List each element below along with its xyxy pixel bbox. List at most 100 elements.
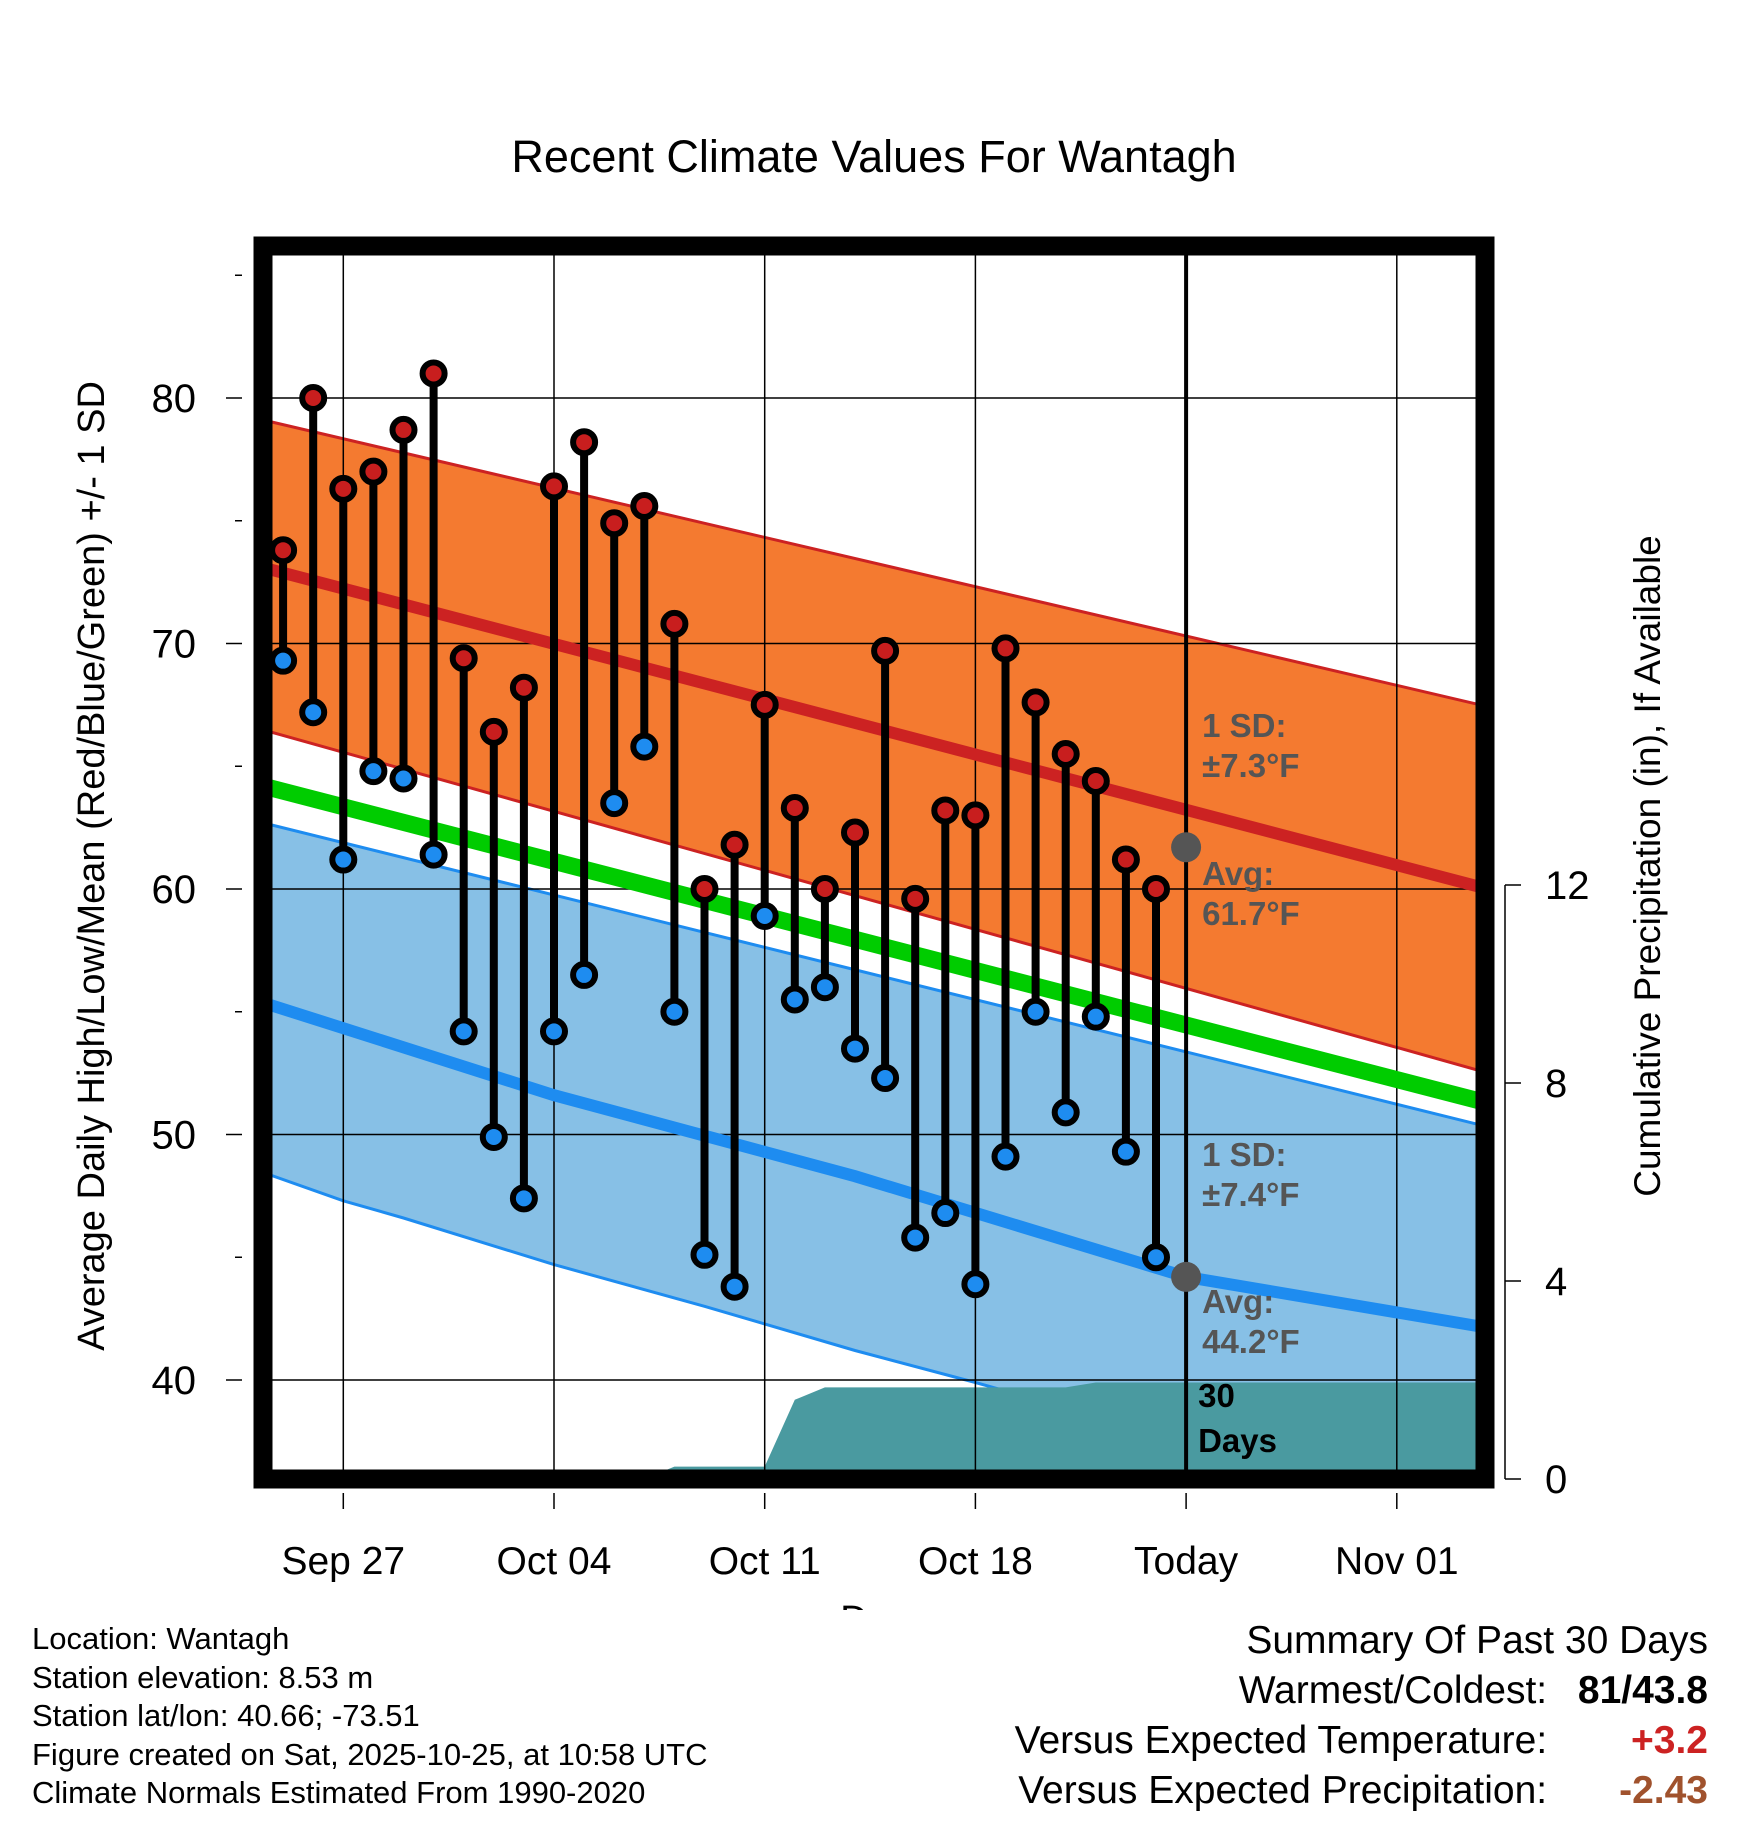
- daily-high-point: [1051, 739, 1080, 768]
- daily-high-point: [600, 509, 629, 538]
- high-sd-band: [263, 419, 1485, 1073]
- high-avg-annotation: Avg: 61.7°F: [1202, 855, 1300, 932]
- plot-frame: [253, 236, 1495, 1489]
- precip-label: Versus Expected Precipitation:: [1018, 1769, 1548, 1812]
- low-avg-annotation: Avg: 44.2°F: [1202, 1283, 1300, 1360]
- y2-tick-label: 12: [1545, 864, 1590, 908]
- daily-low-point: [389, 764, 418, 793]
- daily-high-point: [690, 875, 719, 903]
- daily-low-point: [1142, 1243, 1170, 1272]
- x-tick-label: Sep 27: [281, 1540, 405, 1583]
- y-tick-label: 50: [152, 1114, 197, 1158]
- summary-precip-row: Versus Expected Precipitation: -2.43: [1015, 1766, 1708, 1816]
- warmest-label: Warmest/Coldest:: [1238, 1669, 1548, 1712]
- x-tick-label: Today: [1134, 1540, 1239, 1583]
- daily-high-point: [991, 634, 1020, 663]
- station-info: Location: Wantagh Station elevation: 8.5…: [32, 1620, 708, 1813]
- daily-high-point: [810, 875, 839, 903]
- low-sd-band: [263, 822, 1485, 1479]
- daily-high-point: [630, 492, 659, 521]
- summary-title: Summary Of Past 30 Days: [1246, 1619, 1708, 1662]
- high-normal-line: [263, 561, 1485, 895]
- x-tick-label: Oct 11: [709, 1540, 821, 1583]
- daily-low-point: [540, 1017, 568, 1046]
- daily-low-point: [299, 698, 328, 727]
- summary-temp-row: Versus Expected Temperature: +3.2: [1015, 1716, 1708, 1766]
- daily-high-point: [720, 830, 749, 859]
- daily-high-point: [1111, 845, 1140, 874]
- summary-warmest-row: Warmest/Coldest: 81/43.8: [1015, 1666, 1708, 1716]
- daily-low-point: [931, 1199, 960, 1228]
- daily-low-point: [479, 1122, 508, 1151]
- y-tick-label: 70: [152, 623, 197, 667]
- daily-low-point: [449, 1017, 478, 1046]
- latlon-text: Station lat/lon: 40.66; -73.51: [32, 1698, 420, 1733]
- daily-low-point: [600, 789, 629, 818]
- elevation-text: Station elevation: 8.53 m: [32, 1659, 374, 1695]
- y2-tick-label: 8: [1545, 1062, 1567, 1106]
- daily-high-point: [961, 801, 990, 830]
- daily-high-point: [1142, 875, 1170, 903]
- daily-low-point: [419, 840, 448, 869]
- daily-low-point: [720, 1272, 749, 1301]
- daily-low-point: [1051, 1098, 1080, 1127]
- daily-low-point: [660, 997, 689, 1026]
- daily-low-point: [1111, 1137, 1140, 1166]
- x-tick-label: Nov 01: [1335, 1540, 1459, 1583]
- y-tick-label: 40: [152, 1359, 197, 1403]
- daily-high-point: [750, 690, 779, 719]
- daily-high-point: [359, 457, 388, 486]
- high-sd-upper-line: [263, 418, 1485, 708]
- daily-high-point: [871, 636, 900, 665]
- daily-high-point: [389, 415, 418, 444]
- daily-high-point: [1021, 688, 1050, 717]
- daily-high-point: [570, 428, 599, 457]
- daily-low-point: [1021, 997, 1050, 1026]
- daily-high-point: [931, 796, 960, 825]
- daily-low-point: [329, 845, 358, 874]
- daily-low-point: [780, 985, 809, 1014]
- today-high-normal-marker: [1171, 832, 1202, 863]
- daily-high-point: [660, 609, 689, 638]
- daily-high-point: [419, 359, 448, 388]
- y-tick-label: 80: [152, 377, 197, 421]
- daily-low-point: [630, 732, 659, 761]
- daily-high-point: [1081, 766, 1110, 795]
- daily-high-point: [841, 818, 869, 847]
- daily-high-point: [299, 384, 328, 412]
- daily-low-point: [359, 757, 388, 786]
- normals-text: Climate Normals Estimated From 1990-2020: [32, 1775, 646, 1810]
- precip-window-annotation: 30 Days: [1198, 1377, 1277, 1459]
- daily-high-point: [269, 536, 298, 565]
- summary-panel: Summary Of Past 30 Days Warmest/Coldest:…: [1015, 1616, 1708, 1816]
- daily-high-point: [329, 474, 358, 503]
- daily-low-point: [690, 1240, 719, 1269]
- temp-value: +3.2: [1631, 1719, 1708, 1762]
- daily-low-point: [841, 1034, 869, 1063]
- chart-title: Recent Climate Values For Wantagh: [511, 131, 1236, 182]
- daily-low-point: [871, 1064, 900, 1093]
- created-text: Figure created on Sat, 2025-10-25, at 10…: [32, 1736, 708, 1772]
- y-axis-label: Average Daily High/Low/Mean (Red/Blue/Gr…: [71, 381, 113, 1351]
- temp-label: Versus Expected Temperature:: [1014, 1719, 1548, 1762]
- plot-area: 1 SD: ±7.3°F Avg: 61.7°F 1 SD: ±7.4°F Avg: 44.2…: [263, 246, 1485, 1479]
- high-sd-annotation: 1 SD: ±7.3°F: [1202, 707, 1299, 784]
- daily-low-point: [750, 902, 779, 931]
- y2-tick-label: 0: [1545, 1458, 1567, 1502]
- y2-axis-label: Cumulative Precipitation (in), If Availa…: [1627, 535, 1668, 1197]
- daily-low-point: [570, 960, 599, 989]
- daily-low-point: [1081, 1002, 1110, 1031]
- x-axis-label: Day: [840, 1599, 908, 1610]
- y-tick-label: 60: [152, 868, 197, 912]
- x-tick-label: Oct 04: [497, 1540, 612, 1583]
- today-low-normal-marker: [1171, 1261, 1202, 1292]
- daily-high-point: [540, 472, 568, 501]
- precip-value: -2.43: [1619, 1769, 1708, 1812]
- daily-low-point: [961, 1270, 990, 1299]
- daily-high-point: [479, 717, 508, 746]
- daily-high-point: [509, 673, 538, 702]
- x-tick-label: Oct 18: [918, 1540, 1033, 1583]
- daily-low-point: [810, 973, 839, 1002]
- daily-low-point: [269, 646, 298, 675]
- daily-high-point: [901, 884, 930, 913]
